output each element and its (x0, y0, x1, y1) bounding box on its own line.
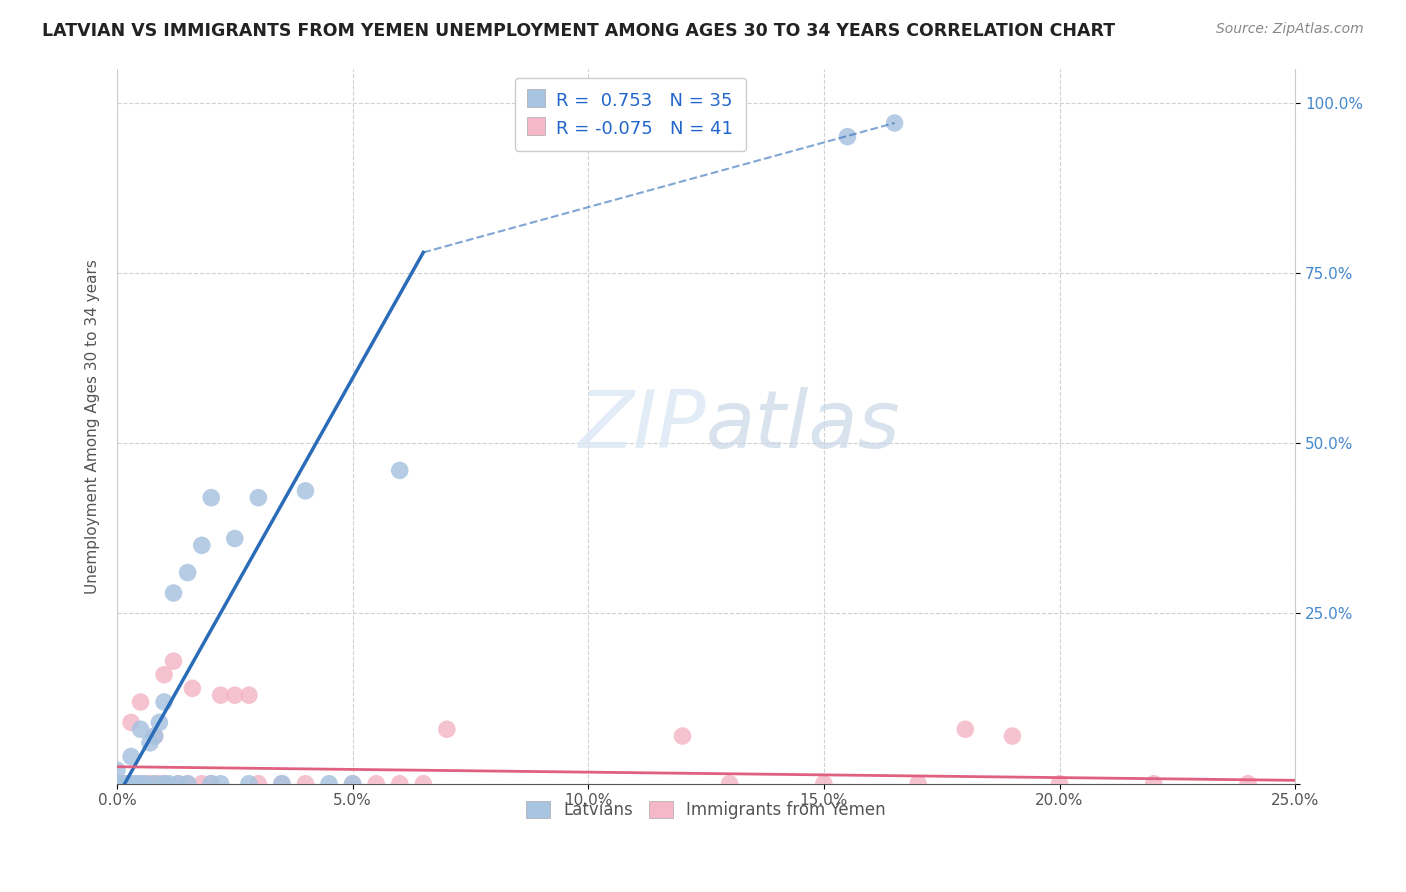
Text: atlas: atlas (706, 387, 901, 465)
Point (388, 777, 411, 791)
Point (115, 777, 138, 791)
Point (134, 777, 156, 791)
Point (388, 463, 411, 477)
Point (247, 777, 270, 791)
Point (813, 777, 835, 791)
Point (1143, 777, 1166, 791)
Point (238, 777, 260, 791)
Point (148, 715, 170, 730)
Point (176, 777, 198, 791)
Point (342, 777, 364, 791)
Point (718, 777, 741, 791)
Point (115, 777, 138, 791)
Point (209, 777, 232, 791)
Point (366, 777, 388, 791)
Point (224, 532, 246, 546)
Point (176, 566, 198, 580)
Point (120, 749, 142, 764)
Point (153, 695, 176, 709)
Point (176, 777, 198, 791)
Point (153, 777, 176, 791)
Point (105, 777, 128, 791)
Point (191, 538, 214, 552)
Point (129, 695, 152, 709)
Point (294, 483, 316, 498)
Point (209, 688, 232, 702)
Point (1237, 777, 1260, 791)
Point (105, 777, 128, 791)
Point (181, 681, 204, 696)
Point (139, 736, 162, 750)
Point (412, 777, 434, 791)
Point (191, 777, 214, 791)
Point (143, 729, 166, 743)
Point (148, 777, 170, 791)
Point (342, 777, 364, 791)
Point (162, 586, 184, 600)
Point (247, 491, 270, 505)
Point (143, 777, 166, 791)
Point (125, 777, 148, 791)
Point (167, 777, 190, 791)
Point (129, 777, 152, 791)
Point (837, 129, 859, 144)
Point (883, 116, 905, 130)
Point (153, 667, 176, 681)
Point (238, 688, 260, 702)
Point (200, 491, 222, 505)
Text: LATVIAN VS IMMIGRANTS FROM YEMEN UNEMPLOYMENT AMONG AGES 30 TO 34 YEARS CORRELAT: LATVIAN VS IMMIGRANTS FROM YEMEN UNEMPLO… (42, 22, 1115, 40)
Point (153, 777, 176, 791)
Point (671, 729, 693, 743)
Point (139, 777, 162, 791)
Point (105, 777, 128, 791)
Point (200, 777, 222, 791)
Point (318, 777, 340, 791)
Point (271, 777, 294, 791)
Point (162, 654, 184, 668)
Text: ZIP: ZIP (579, 387, 706, 465)
Point (167, 777, 190, 791)
Point (143, 729, 166, 743)
Point (105, 763, 128, 777)
Point (111, 777, 134, 791)
Point (125, 777, 148, 791)
Point (294, 777, 316, 791)
Point (120, 715, 142, 730)
Point (129, 777, 152, 791)
Point (134, 777, 156, 791)
Point (907, 777, 929, 791)
Y-axis label: Unemployment Among Ages 30 to 34 years: Unemployment Among Ages 30 to 34 years (86, 259, 100, 593)
Point (200, 777, 222, 791)
Point (436, 723, 458, 737)
Point (1001, 729, 1024, 743)
Point (157, 777, 180, 791)
Point (120, 777, 142, 791)
Point (143, 777, 166, 791)
Text: Source: ZipAtlas.com: Source: ZipAtlas.com (1216, 22, 1364, 37)
Point (224, 688, 246, 702)
Point (129, 723, 152, 737)
Point (1049, 777, 1071, 791)
Point (271, 777, 294, 791)
Point (105, 777, 128, 791)
Point (955, 723, 977, 737)
Legend: Latvians, Immigrants from Yemen: Latvians, Immigrants from Yemen (520, 794, 893, 825)
